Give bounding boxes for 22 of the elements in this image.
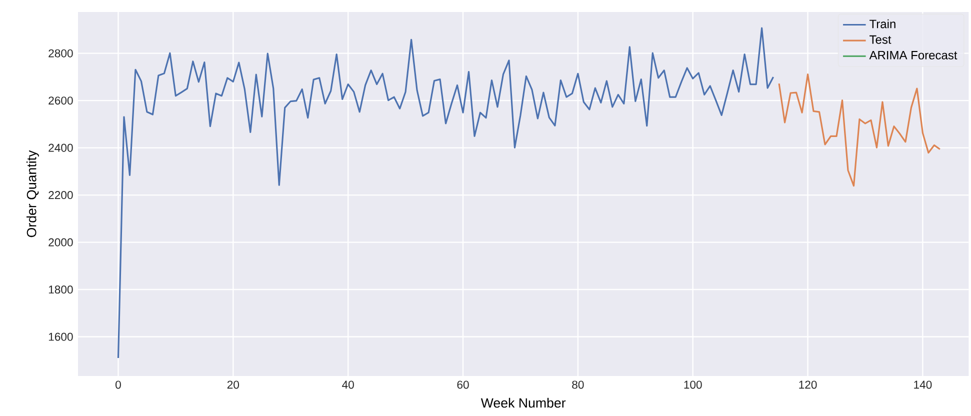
line-series xyxy=(778,74,941,187)
x-tick-label: 120 xyxy=(799,380,817,389)
y-tick-label: 2400 xyxy=(48,144,73,152)
y-tick-label: 2200 xyxy=(48,191,73,200)
y-tick-label: 2800 xyxy=(48,49,73,58)
y-tick-label: 2600 xyxy=(48,96,73,105)
y-tick-label: 2000 xyxy=(48,238,73,246)
x-tick-label: 0 xyxy=(116,380,121,389)
legend-label: Test xyxy=(870,35,892,44)
x-tick-label: 20 xyxy=(227,380,240,389)
x-tick-label: 140 xyxy=(914,380,932,389)
y-tick-label: 1800 xyxy=(48,286,73,294)
legend-label: ARIMA Forecast xyxy=(869,51,958,60)
x-tick-label: 80 xyxy=(572,380,584,389)
y-axis-title: Order Quantity xyxy=(26,150,39,238)
y-tick-label: 1600 xyxy=(48,332,73,341)
x-tick-label: 60 xyxy=(457,380,469,389)
line-series xyxy=(117,27,774,359)
x-tick-label: 100 xyxy=(684,380,702,389)
x-tick-label: 40 xyxy=(342,380,354,389)
legend-label: Train xyxy=(870,19,896,28)
x-axis-title: Week Number xyxy=(480,398,566,408)
